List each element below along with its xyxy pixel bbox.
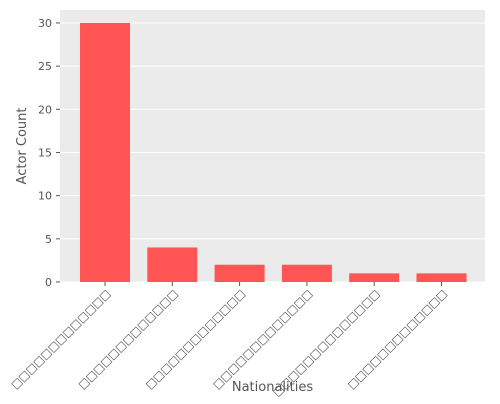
bar [281, 264, 332, 282]
y-tick-label: 5 [45, 233, 52, 246]
bar [147, 247, 198, 282]
y-tick-label: 20 [38, 103, 52, 116]
x-axis-title: Nationalities [232, 380, 313, 395]
bars [80, 22, 467, 282]
bar [214, 264, 265, 282]
x-axis: □□□□□□□□□□□□□□□□□□□□□□□□□□□□□□□□□□□□□□□□… [8, 282, 450, 399]
y-tick-label: 30 [38, 17, 52, 30]
bar [80, 22, 130, 282]
gridlines [60, 22, 485, 283]
plot-background [60, 10, 485, 282]
bar [349, 273, 400, 282]
y-axis-title: Actor Count [15, 108, 30, 185]
y-tick-label: 10 [38, 190, 52, 203]
y-tick-label: 15 [38, 146, 52, 159]
y-tick-label: 0 [45, 276, 52, 289]
y-tick-label: 25 [38, 60, 52, 73]
bar [416, 273, 467, 282]
y-axis: 0 5 10 15 20 25 30 [38, 17, 60, 289]
